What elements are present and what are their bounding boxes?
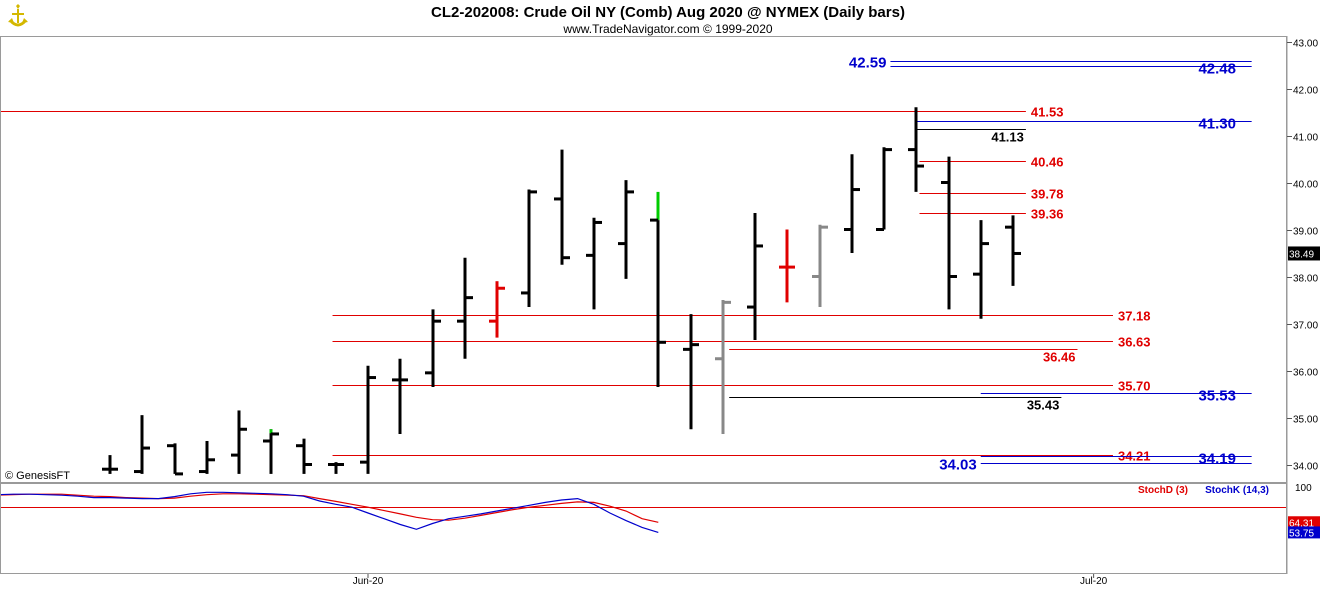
- date-axis-label: Jul-20: [1080, 576, 1108, 587]
- ohlc-bar: [715, 300, 731, 434]
- ohlc-bar: [747, 213, 763, 340]
- ohlc-bar: [521, 189, 537, 308]
- ohlc-bar: [876, 147, 892, 231]
- price-panel: 41.5337.1836.6335.7034.2140.4639.7839.36…: [1, 55, 1252, 476]
- stoch-value-label: 64.31: [1289, 518, 1314, 529]
- price-axis-label: 38.00: [1293, 274, 1318, 285]
- level-label-41-30: 41.30: [1198, 116, 1236, 133]
- level-label-34-03: 34.03: [939, 457, 977, 474]
- level-label-34-19: 34.19: [1198, 451, 1236, 468]
- stoch-legend-stochd: StochD (3): [1138, 485, 1188, 496]
- stoch-panel: [1, 491, 1286, 533]
- ohlc-bar: [134, 415, 150, 474]
- ohlc-bar: [1005, 215, 1021, 286]
- level-label-41-13: 41.13: [991, 130, 1024, 145]
- ohlc-bar: [392, 358, 408, 434]
- ohlc-bar: [683, 314, 699, 430]
- price-axis-label: 37.00: [1293, 321, 1318, 332]
- ohlc-bar: [199, 441, 215, 474]
- date-axis-label: Jun-20: [353, 576, 384, 587]
- ohlc-bar: [231, 410, 247, 474]
- ohlc-bar: [586, 217, 602, 310]
- price-axis-label: 36.00: [1293, 368, 1318, 379]
- axes: 34.00 35.00 36.00 37.00 38.00 39.00 40.00 41.00…: [353, 39, 1320, 587]
- price-axis-label: 41.00: [1293, 133, 1318, 144]
- price-axis-label: 34.00: [1293, 462, 1318, 473]
- ohlc-bar: [844, 154, 860, 253]
- stoch-value-tag: [1288, 516, 1320, 529]
- level-label-39-36: 39.36: [1031, 207, 1064, 222]
- last-price-tag: [1288, 246, 1320, 261]
- ohlc-bar: [650, 191, 666, 387]
- level-label-42-59: 42.59: [849, 55, 887, 72]
- ohlc-bar: [554, 149, 570, 265]
- ohlc-bar: [812, 224, 828, 308]
- ohlc-bar: [102, 455, 118, 474]
- price-axis-label: 40.00: [1293, 180, 1318, 191]
- price-axis-label: 42.00: [1293, 86, 1318, 97]
- level-label-40-46: 40.46: [1031, 155, 1064, 170]
- last-price-label: 38.49: [1289, 249, 1314, 260]
- ohlc-bar: [973, 220, 989, 319]
- price-axis-label: 35.00: [1293, 415, 1318, 426]
- ohlc-bar: [908, 107, 924, 192]
- level-label-35-70: 35.70: [1118, 379, 1151, 394]
- ohlc-bar: [167, 443, 183, 476]
- stoch-axis-label: 100: [1295, 483, 1312, 494]
- ohlc-bar: [425, 309, 441, 387]
- trade-navigator-logo-icon: [8, 4, 28, 27]
- level-label-35-43: 35.43: [1027, 398, 1060, 413]
- stoch-value-tag: [1288, 526, 1320, 539]
- level-label-42-48: 42.48: [1198, 61, 1236, 78]
- ohlc-bar: [328, 462, 344, 474]
- stoch-legend-stochk: StochK (14,3): [1205, 485, 1269, 496]
- ohlc-bar: [296, 438, 312, 474]
- level-label-39-78: 39.78: [1031, 187, 1064, 202]
- ohlc-bar: [618, 180, 634, 279]
- ohlc-bar: [941, 156, 957, 310]
- price-axis-label: 43.00: [1293, 39, 1318, 50]
- chart-subtitle: www.TradeNavigator.com © 1999-2020: [562, 22, 772, 36]
- stoch-value-label: 53.75: [1289, 528, 1314, 539]
- ohlc-bar: [263, 429, 279, 474]
- level-label-36-46: 36.46: [1043, 350, 1076, 365]
- level-label-41-53: 41.53: [1031, 105, 1064, 120]
- copyright-label: © GenesisFT: [5, 470, 70, 482]
- level-label-37-18: 37.18: [1118, 309, 1151, 324]
- ohlc-bar: [360, 365, 376, 474]
- level-label-36-63: 36.63: [1118, 335, 1151, 350]
- ohlc-bar: [489, 281, 505, 338]
- chart-title: CL2-202008: Crude Oil NY (Comb) Aug 2020…: [431, 4, 905, 21]
- ohlc-bar: [457, 257, 473, 359]
- ohlc-bar: [779, 229, 795, 303]
- level-label-35-53: 35.53: [1198, 388, 1236, 405]
- stoch-series-stochk: [1, 491, 659, 533]
- price-axis-label: 39.00: [1293, 227, 1318, 238]
- stoch-series-stochd: [1, 493, 659, 523]
